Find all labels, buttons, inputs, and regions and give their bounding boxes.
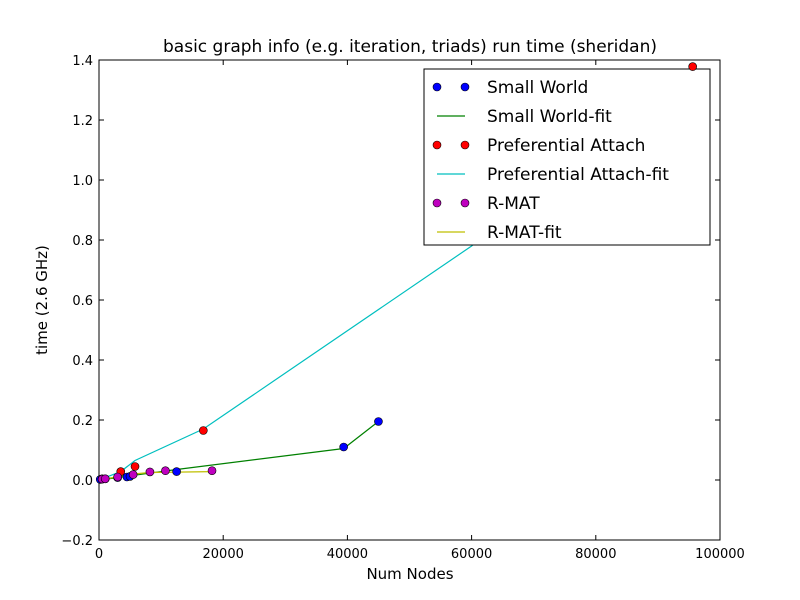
legend-marker	[460, 140, 470, 150]
y-tick-label: −0.2	[61, 534, 93, 549]
legend-marker	[432, 82, 442, 92]
data-point-2-4	[688, 62, 697, 71]
data-point-4-3	[128, 470, 138, 479]
data-point-4-4	[145, 467, 155, 477]
legend: Small World Small World-fit Preferential A…	[423, 68, 711, 246]
data-point-2-2	[130, 462, 140, 471]
x-axis-label: Num Nodes	[366, 565, 453, 583]
legend-label: Preferential Attach	[487, 136, 645, 156]
y-tick-label: 1.0	[72, 174, 93, 189]
legend-label: Preferential Attach-fit	[487, 165, 669, 185]
series-line-1	[99, 421, 379, 481]
data-point-4-1	[100, 474, 110, 484]
data-point-0-7	[339, 442, 348, 452]
x-tick-label: 0	[95, 547, 103, 562]
y-tick-label: 0.4	[72, 354, 93, 369]
data-point-0-6	[172, 467, 181, 476]
legend-marker	[460, 198, 470, 208]
data-point-2-3	[199, 426, 208, 435]
y-tick-label: 1.4	[72, 54, 93, 69]
y-tick-label: 0.8	[72, 234, 93, 249]
x-tick-label: 80000	[575, 547, 616, 562]
legend-marker	[432, 140, 442, 150]
x-tick-label: 60000	[451, 547, 492, 562]
legend-label: R-MAT	[487, 194, 540, 214]
y-tick-label: 1.2	[72, 114, 93, 129]
y-axis-label: time (2.6 GHz)	[33, 245, 51, 355]
legend-marker	[460, 82, 470, 92]
y-tick-label: 0.2	[72, 414, 93, 429]
legend-label: Small World-fit	[487, 107, 612, 127]
data-point-4-2	[113, 472, 122, 482]
chart-title: basic graph info (e.g. iteration, triads…	[163, 37, 657, 57]
x-tick-label: 20000	[203, 547, 244, 562]
data-point-0-8	[374, 417, 383, 426]
legend-marker	[432, 198, 442, 208]
legend-label: Small World	[487, 78, 588, 98]
legend-frame	[423, 68, 711, 246]
x-tick-label: 100000	[695, 547, 745, 562]
data-point-4-5	[161, 466, 170, 476]
axis-ticks: 0 20000 40000 60000 80000 100000 −0.2 0.0 0.2 0.4…	[61, 54, 744, 562]
y-tick-label: 0.6	[72, 294, 93, 309]
data-point-4-6	[207, 466, 217, 476]
legend-label: R-MAT-fit	[487, 223, 562, 243]
x-tick-label: 40000	[327, 547, 368, 562]
y-tick-label: 0.0	[72, 474, 93, 489]
